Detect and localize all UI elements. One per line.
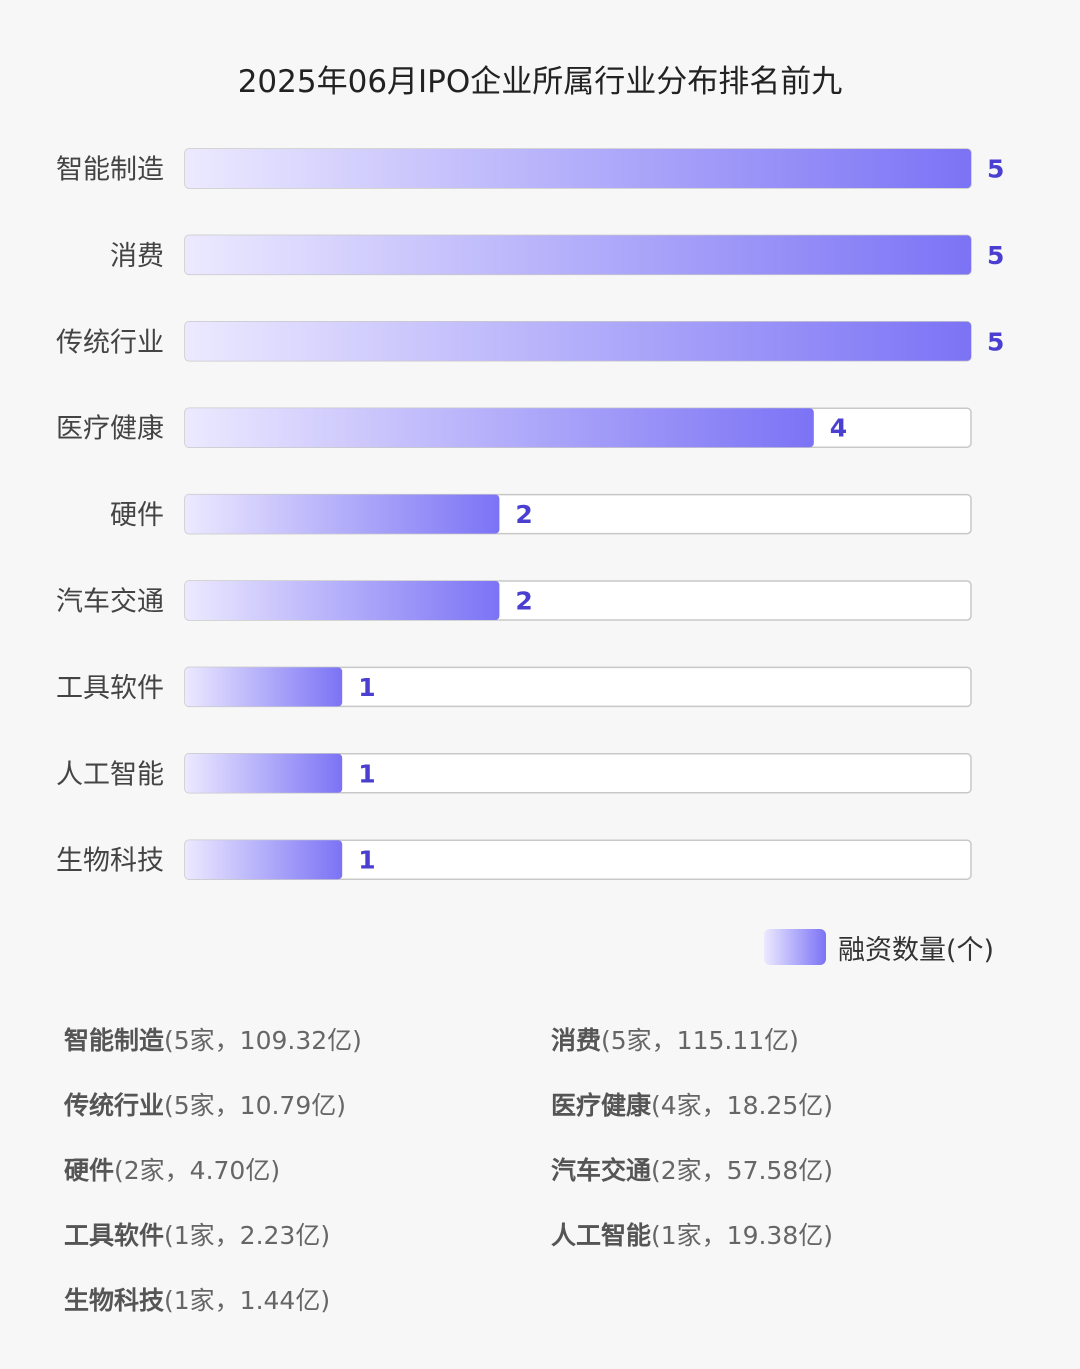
- category-label: 工具软件: [56, 673, 164, 704]
- summary-name: 汽车交通: [551, 1156, 652, 1185]
- data-label: 5: [987, 155, 1004, 184]
- bar: [185, 840, 343, 880]
- summary-name: 医疗健康: [551, 1091, 652, 1120]
- data-label: 2: [515, 500, 532, 529]
- bar: [185, 235, 971, 275]
- summary-item: 工具软件(1家，2.23亿): [64, 1219, 551, 1253]
- summary-detail: (5家，109.32亿): [164, 1026, 362, 1055]
- bar: [185, 408, 814, 448]
- data-label: 1: [358, 673, 375, 702]
- data-label: 4: [830, 414, 847, 443]
- bar: [185, 581, 500, 620]
- summary-name: 硬件: [64, 1156, 115, 1185]
- bar: [185, 667, 343, 707]
- category-label: 医疗健康: [56, 414, 164, 445]
- summary-detail: (1家，2.23亿): [164, 1221, 331, 1250]
- summary-name: 工具软件: [64, 1221, 165, 1250]
- bar-chart: 智能制造 5 消费 5 传统行业 5 医疗健康 4 硬件 2 汽车交通 2 工具软件 1 人工智能 1 生物科技…: [56, 148, 1004, 880]
- summary-detail: (2家，57.58亿): [651, 1156, 833, 1185]
- category-label: 消费: [110, 241, 164, 272]
- data-label: 1: [358, 846, 375, 875]
- summary-detail: (1家，19.38亿): [651, 1221, 833, 1250]
- category-label: 硬件: [110, 500, 164, 531]
- summary-item: 硬件(2家，4.70亿): [64, 1154, 551, 1188]
- category-label: 智能制造: [56, 155, 164, 186]
- summary-item: 医疗健康(4家，18.25亿): [551, 1089, 1044, 1123]
- summary-item: 消费(5家，115.11亿): [551, 1024, 1044, 1058]
- data-label: 5: [987, 327, 1004, 356]
- summary-detail: (5家，115.11亿): [601, 1026, 799, 1055]
- category-label: 人工智能: [56, 759, 164, 790]
- summary-item: 传统行业(5家，10.79亿): [64, 1089, 551, 1123]
- summary-name: 传统行业: [64, 1091, 165, 1120]
- bar: [185, 753, 343, 793]
- summary-list: 智能制造(5家，109.32亿) 消费(5家，115.11亿) 传统行业(5家，10…: [64, 1024, 1044, 1318]
- category-label: 汽车交通: [56, 587, 164, 618]
- data-label: 5: [987, 241, 1004, 270]
- legend: 融资数量(个): [764, 926, 994, 968]
- category-label: 传统行业: [56, 327, 164, 358]
- summary-name: 智能制造: [64, 1026, 165, 1055]
- summary-name: 消费: [551, 1026, 602, 1055]
- bar: [185, 321, 971, 361]
- category-label: 生物科技: [56, 846, 164, 877]
- data-label: 1: [358, 759, 375, 788]
- summary-item: 汽车交通(2家，57.58亿): [551, 1154, 1044, 1188]
- chart-title: 2025年06月IPO企业所属行业分布排名前九: [237, 64, 843, 100]
- summary-item: 生物科技(1家，1.44亿): [64, 1284, 551, 1318]
- summary-detail: (2家，4.70亿): [114, 1156, 281, 1185]
- summary-item: 智能制造(5家，109.32亿): [64, 1024, 551, 1058]
- bar: [185, 494, 500, 534]
- data-label: 2: [515, 587, 532, 616]
- summary-name: 生物科技: [64, 1286, 165, 1315]
- legend-label: 融资数量(个): [838, 934, 995, 966]
- legend-swatch: [764, 929, 826, 965]
- summary-item: 人工智能(1家，19.38亿): [551, 1219, 1044, 1253]
- summary-detail: (1家，1.44亿): [164, 1286, 331, 1315]
- bar: [185, 149, 971, 188]
- summary-detail: (4家，18.25亿): [651, 1091, 833, 1120]
- summary-name: 人工智能: [551, 1221, 652, 1250]
- summary-detail: (5家，10.79亿): [164, 1091, 346, 1120]
